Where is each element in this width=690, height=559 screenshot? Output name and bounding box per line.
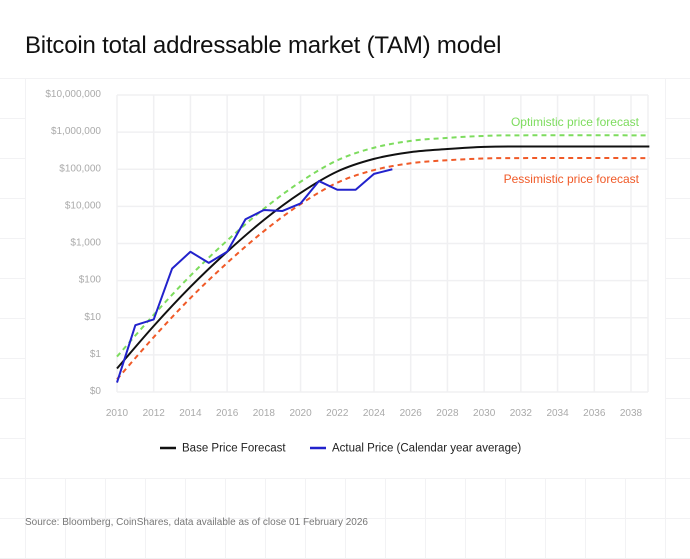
y-tick-label: $10,000,000	[45, 89, 101, 100]
series-line-optimistic-price-forecast	[116, 134, 650, 358]
x-tick-label: 2032	[510, 408, 533, 419]
chart-title: Bitcoin total addressable market (TAM) m…	[25, 32, 502, 59]
x-tick-label: 2010	[106, 408, 129, 419]
series-line-pessimistic-price-forecast	[116, 157, 650, 380]
x-tick-label: 2012	[143, 408, 166, 419]
x-tick-label: 2024	[363, 408, 386, 419]
source-note: Source: Bloomberg, CoinShares, data avai…	[25, 517, 368, 528]
title-area	[0, 0, 690, 78]
series-line-base-price-forecast	[116, 145, 650, 370]
legend-label: Actual Price (Calendar year average)	[332, 443, 521, 455]
x-tick-label: 2026	[400, 408, 423, 419]
legend-label: Base Price Forecast	[182, 443, 286, 455]
y-tick-label: $100	[79, 275, 102, 286]
y-tick-label: $10,000	[65, 200, 102, 211]
x-tick-label: 2020	[289, 408, 312, 419]
x-tick-label: 2022	[326, 408, 349, 419]
x-tick-label: 2036	[583, 408, 606, 419]
x-tick-label: 2018	[253, 408, 276, 419]
y-tick-label: $10	[84, 312, 101, 323]
x-tick-label: 2030	[473, 408, 496, 419]
y-tick-label: $1,000	[70, 238, 101, 249]
y-tick-label: $1	[90, 349, 102, 360]
x-tick-label: 2014	[179, 408, 202, 419]
x-tick-label: 2028	[436, 408, 459, 419]
x-tick-label: 2034	[546, 408, 569, 419]
x-tick-label: 2016	[216, 408, 239, 419]
series-line-actual-price-calendar-year-average-	[116, 168, 393, 383]
optimistic-annotation: Optimistic price forecast	[511, 115, 640, 129]
pessimistic-annotation: Pessimistic price forecast	[504, 172, 640, 186]
x-tick-label: 2038	[620, 408, 643, 419]
y-tick-label: $1,000,000	[51, 126, 101, 137]
y-tick-label: $100,000	[59, 163, 101, 174]
y-tick-label: $0	[90, 386, 102, 397]
